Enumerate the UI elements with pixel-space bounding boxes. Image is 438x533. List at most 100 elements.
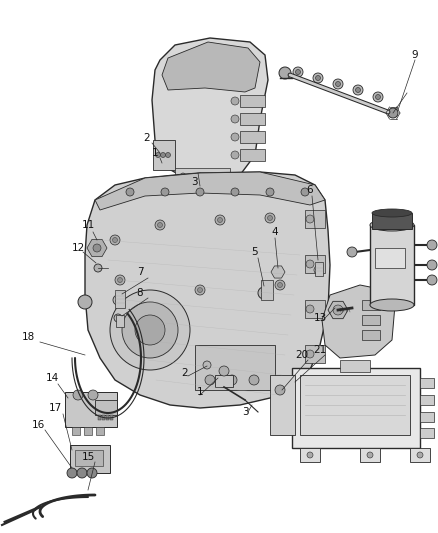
- Circle shape: [161, 188, 169, 196]
- Circle shape: [195, 285, 205, 295]
- Bar: [410, 448, 430, 462]
- Circle shape: [353, 85, 363, 95]
- Circle shape: [306, 305, 314, 313]
- Ellipse shape: [370, 299, 414, 311]
- Ellipse shape: [370, 219, 414, 231]
- Circle shape: [313, 73, 323, 83]
- Circle shape: [231, 151, 239, 159]
- Polygon shape: [152, 38, 268, 182]
- Text: 1: 1: [197, 387, 203, 397]
- Circle shape: [218, 217, 223, 222]
- Text: 11: 11: [81, 220, 95, 230]
- Text: 13: 13: [313, 313, 327, 323]
- Circle shape: [203, 361, 211, 369]
- Bar: [362, 330, 380, 340]
- Bar: [72, 427, 80, 435]
- Circle shape: [347, 247, 357, 257]
- Circle shape: [427, 275, 437, 285]
- Bar: [102, 415, 105, 420]
- Circle shape: [113, 295, 123, 305]
- Circle shape: [227, 375, 237, 385]
- Circle shape: [249, 375, 259, 385]
- Circle shape: [94, 264, 102, 272]
- Circle shape: [205, 375, 215, 385]
- Circle shape: [166, 152, 170, 157]
- Circle shape: [231, 133, 239, 141]
- Polygon shape: [322, 285, 395, 358]
- Text: 4: 4: [272, 227, 278, 237]
- Polygon shape: [85, 172, 330, 408]
- Text: 12: 12: [71, 243, 85, 253]
- Circle shape: [113, 238, 117, 243]
- Circle shape: [296, 69, 300, 75]
- Circle shape: [231, 188, 239, 196]
- Circle shape: [307, 452, 313, 458]
- Text: 18: 18: [21, 332, 35, 342]
- Circle shape: [275, 385, 285, 395]
- Text: 20: 20: [296, 350, 308, 360]
- Bar: [175, 168, 230, 184]
- Circle shape: [306, 215, 314, 223]
- Circle shape: [231, 97, 239, 105]
- Circle shape: [273, 267, 283, 277]
- Bar: [98, 415, 101, 420]
- Circle shape: [122, 302, 178, 358]
- Circle shape: [427, 240, 437, 250]
- Circle shape: [180, 173, 186, 179]
- Circle shape: [266, 188, 274, 196]
- Bar: [65, 392, 117, 427]
- Circle shape: [373, 92, 383, 102]
- Bar: [305, 345, 325, 363]
- Circle shape: [155, 152, 160, 157]
- Circle shape: [117, 278, 123, 282]
- Circle shape: [388, 108, 398, 118]
- Circle shape: [356, 87, 360, 93]
- Circle shape: [315, 76, 321, 80]
- Text: 14: 14: [46, 373, 59, 383]
- Text: 21: 21: [313, 345, 327, 355]
- Bar: [362, 315, 380, 325]
- Text: 6: 6: [307, 185, 313, 195]
- Polygon shape: [162, 42, 260, 92]
- Bar: [340, 360, 370, 372]
- Circle shape: [215, 215, 225, 225]
- Circle shape: [88, 390, 98, 400]
- Bar: [110, 415, 113, 420]
- Circle shape: [314, 266, 322, 274]
- Bar: [292, 368, 420, 448]
- Bar: [420, 412, 434, 422]
- Bar: [240, 131, 265, 143]
- Bar: [270, 375, 295, 435]
- Bar: [240, 113, 265, 125]
- Circle shape: [333, 305, 343, 315]
- Bar: [70, 445, 110, 473]
- Bar: [305, 255, 325, 273]
- Circle shape: [275, 280, 285, 290]
- Circle shape: [268, 215, 272, 221]
- Text: 8: 8: [137, 288, 143, 298]
- Circle shape: [196, 188, 204, 196]
- Circle shape: [258, 287, 270, 299]
- Text: 1: 1: [152, 148, 158, 158]
- Bar: [300, 448, 320, 462]
- Circle shape: [231, 115, 239, 123]
- Circle shape: [155, 220, 165, 230]
- Text: 3: 3: [191, 177, 197, 187]
- Circle shape: [93, 244, 101, 252]
- Circle shape: [336, 82, 340, 86]
- Circle shape: [160, 152, 166, 157]
- Bar: [261, 280, 273, 300]
- Circle shape: [333, 79, 343, 89]
- Circle shape: [78, 295, 92, 309]
- Bar: [360, 448, 380, 462]
- Circle shape: [158, 222, 162, 228]
- Text: 15: 15: [81, 452, 95, 462]
- Circle shape: [367, 452, 373, 458]
- Bar: [372, 213, 412, 229]
- Circle shape: [417, 452, 423, 458]
- Bar: [420, 378, 434, 388]
- Polygon shape: [271, 266, 285, 278]
- Text: 2: 2: [144, 133, 150, 143]
- Bar: [195, 345, 275, 390]
- Circle shape: [67, 468, 77, 478]
